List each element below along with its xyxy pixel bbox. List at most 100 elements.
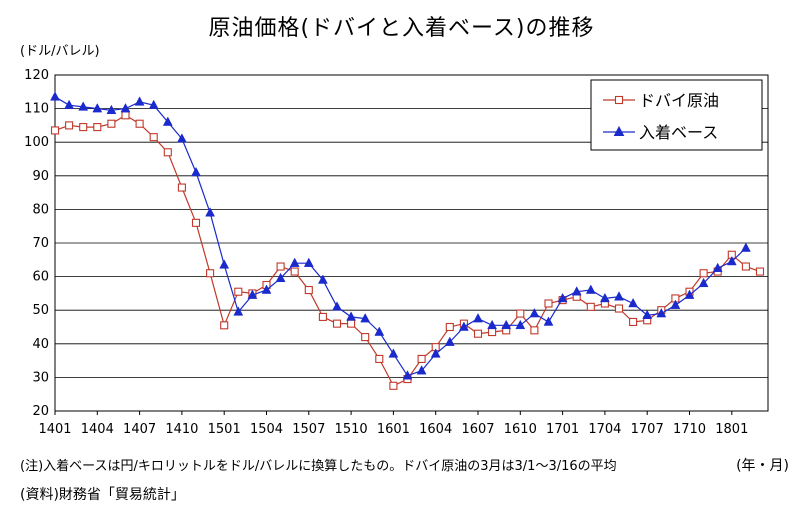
data-point <box>585 284 596 294</box>
legend-marker <box>613 125 625 136</box>
data-point <box>134 96 145 106</box>
data-point <box>220 321 229 330</box>
data-point <box>148 99 159 109</box>
data-point <box>64 99 75 109</box>
data-point <box>261 284 272 294</box>
data-point <box>234 287 243 296</box>
data-point <box>388 348 399 358</box>
x-tick-label: 1607 <box>461 422 494 437</box>
data-point <box>642 309 653 319</box>
legend-box <box>590 79 763 151</box>
chart-title: 原油価格(ドバイと入着ベース)の推移 <box>208 16 595 41</box>
data-point <box>544 299 553 308</box>
data-point <box>670 299 681 309</box>
legend-label: 入着ベース <box>639 123 718 142</box>
data-point <box>473 329 483 338</box>
data-point <box>92 103 103 113</box>
data-point <box>162 116 173 126</box>
y-tick-label: 90 <box>32 169 49 184</box>
data-point <box>93 123 102 132</box>
data-point <box>543 316 554 326</box>
data-point <box>206 269 215 278</box>
data-point <box>289 257 300 267</box>
legend-label: ドバイ原油 <box>639 91 719 110</box>
data-point <box>741 262 750 271</box>
x-tick-label: 1710 <box>673 422 706 437</box>
data-point <box>699 269 708 278</box>
x-tick-label: 1601 <box>377 422 410 437</box>
data-point <box>755 267 765 276</box>
data-point <box>416 365 427 375</box>
x-tick-label: 1410 <box>165 422 198 437</box>
data-point <box>121 111 130 120</box>
footnote: (注)入着ベースは円/キロリットルをドル/バレルに換算したもの。ドバイ原油の3月… <box>20 459 617 474</box>
series-line-1 <box>54 114 761 387</box>
data-point <box>191 166 201 177</box>
y-tick-label: 100 <box>24 135 49 150</box>
data-point <box>656 308 667 318</box>
data-point <box>726 255 737 266</box>
x-tick-label: 1610 <box>504 422 537 437</box>
y-tick-label: 120 <box>24 68 49 83</box>
data-point <box>79 123 88 132</box>
data-point <box>50 126 60 135</box>
data-point <box>303 257 314 267</box>
data-point <box>473 313 483 323</box>
data-point <box>317 274 328 284</box>
data-point <box>628 297 639 308</box>
data-point <box>389 381 398 390</box>
x-tick-label: 1604 <box>419 422 452 437</box>
data-point <box>516 309 525 318</box>
data-point <box>557 292 568 303</box>
data-point <box>530 326 539 335</box>
x-tick-label: 1510 <box>335 422 368 437</box>
data-point <box>149 133 158 142</box>
data-point <box>444 336 455 346</box>
data-point <box>698 277 709 288</box>
data-point <box>501 319 512 330</box>
x-tick-label: 1404 <box>81 422 114 437</box>
x-tick-label: 1507 <box>292 422 325 437</box>
x-tick-label: 1704 <box>588 422 621 437</box>
data-point <box>233 306 244 316</box>
y-tick-label: 70 <box>32 236 49 251</box>
data-point <box>50 91 60 101</box>
data-point <box>163 148 172 157</box>
x-tick-label: 1701 <box>546 422 579 437</box>
data-point <box>360 313 371 323</box>
data-point <box>347 319 356 328</box>
data-point <box>445 322 454 332</box>
data-point <box>361 333 370 342</box>
data-point <box>740 242 751 252</box>
y-tick-label: 110 <box>24 102 49 117</box>
x-tick-label: 1504 <box>250 422 283 437</box>
data-point <box>515 319 526 330</box>
data-point <box>304 285 313 295</box>
x-tick-label: 1407 <box>123 422 156 437</box>
data-point <box>177 183 186 192</box>
data-point <box>529 308 540 318</box>
data-point <box>346 311 357 321</box>
data-point <box>599 292 610 303</box>
data-point <box>712 262 723 272</box>
x-tick-label: 1707 <box>631 422 664 437</box>
x-tick-label: 1801 <box>715 422 748 437</box>
data-point <box>614 304 624 313</box>
data-point <box>629 317 638 327</box>
data-point <box>120 103 131 113</box>
y-tick-label: 60 <box>32 270 49 285</box>
data-point <box>684 289 695 299</box>
data-point <box>374 326 385 336</box>
data-point <box>191 218 201 227</box>
data-point <box>219 259 230 269</box>
data-point <box>107 119 116 128</box>
data-point <box>65 121 74 130</box>
data-point <box>276 262 285 271</box>
data-point <box>318 312 327 321</box>
data-point <box>586 302 595 311</box>
plot-frame <box>54 74 769 412</box>
x-tick-label: 1401 <box>38 422 71 437</box>
y-axis-unit: (ドル/バレル) <box>20 44 100 59</box>
chart-area: 20 30 40 50 60 70 80 90 100 110 120 1401 1404 1407 141… <box>24 68 769 437</box>
data-point <box>275 272 286 283</box>
